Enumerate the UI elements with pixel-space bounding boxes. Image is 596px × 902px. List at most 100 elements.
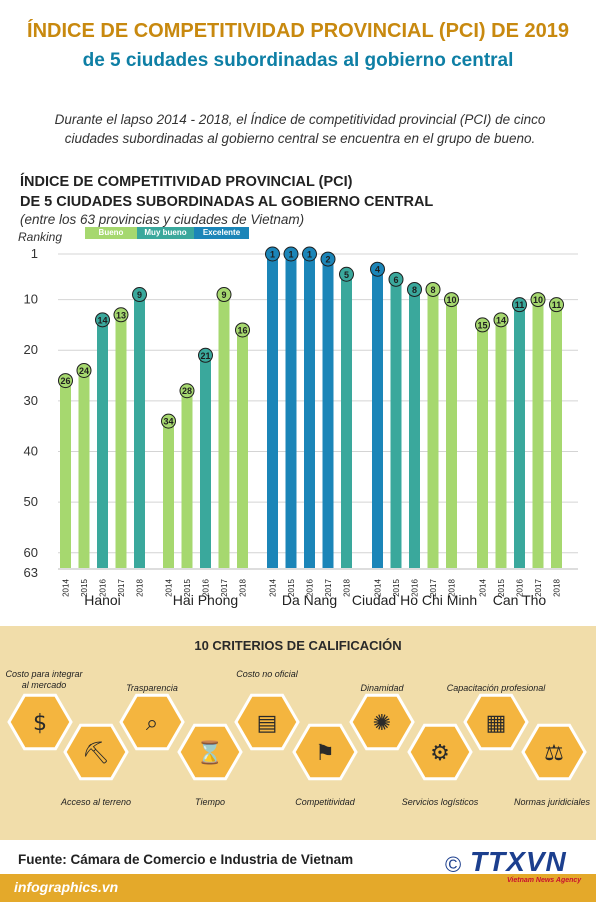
bar-value-label: 13 <box>116 310 126 320</box>
bar-value-badge <box>407 281 422 297</box>
bar <box>237 329 248 568</box>
footer-bar <box>0 874 596 902</box>
bar-value-badge <box>475 317 490 333</box>
group-label: Ciudad Ho Chi Minh <box>352 592 477 608</box>
bar-value-badge <box>113 307 129 323</box>
bar-value-badge <box>235 322 250 338</box>
x-tick-year: 2017 <box>324 579 333 597</box>
ranking-bar-chart: 1102030405060632620142420151420161320179… <box>24 246 578 608</box>
bar <box>97 319 108 568</box>
x-tick-year: 2014 <box>165 579 174 597</box>
group-label: Hanoi <box>84 592 121 608</box>
gear-hands-icon: ⚙ <box>430 741 450 766</box>
bar-value-badge <box>339 266 354 282</box>
x-tick-year: 2015 <box>287 579 296 597</box>
transparency-icon: ⌕ <box>146 711 158 736</box>
bar <box>285 254 297 568</box>
criteria-hexagon <box>119 693 185 751</box>
bar-value-badge <box>425 281 441 297</box>
criteria-label: Dinamidad <box>360 683 404 693</box>
bar-value-badge <box>388 271 404 287</box>
criteria-hexagon <box>63 723 129 781</box>
x-tick-year: 2018 <box>343 579 352 597</box>
criteria-label: Costo no oficial <box>236 669 298 679</box>
criteria-hexagon <box>407 723 473 781</box>
bar-value-label: 21 <box>200 351 210 361</box>
criteria-hexagon <box>349 693 415 751</box>
bar-value-label: 11 <box>515 300 525 310</box>
chart-title-line1: ÍNDICE DE COMPETITIVIDAD PROVINCIAL (PCI… <box>20 174 353 190</box>
y-tick-label: 10 <box>24 292 38 307</box>
bar-value-label: 6 <box>393 275 398 285</box>
bar <box>409 289 420 568</box>
bar-value-badge <box>549 297 564 313</box>
x-tick-year: 2017 <box>220 579 229 597</box>
legend-excelente: Excelente <box>194 227 249 239</box>
x-tick-year: 2015 <box>80 579 89 597</box>
bar-value-label: 9 <box>137 290 142 300</box>
bar <box>218 294 230 568</box>
legend-muy-bueno: Muy bueno <box>137 227 194 239</box>
bar-value-label: 5 <box>344 270 349 280</box>
training-icon: ▦ <box>486 711 507 736</box>
y-tick-label: 1 <box>31 246 38 261</box>
criteria-label: Servicios logísticos <box>401 797 479 807</box>
bar <box>477 324 488 568</box>
criteria-label: Acceso al terreno <box>60 797 132 807</box>
bar <box>134 294 145 568</box>
bar-value-label: 28 <box>182 386 192 396</box>
bar-value-label: 8 <box>430 285 435 295</box>
bar <box>163 421 174 568</box>
bar-value-badge <box>216 287 232 303</box>
criteria-label: Competitividad <box>295 797 355 807</box>
bar-value-label: 11 <box>552 300 562 310</box>
bar-value-label: 14 <box>496 315 506 325</box>
bar-value-badge <box>265 246 280 262</box>
x-tick-year: 2018 <box>239 579 248 597</box>
x-tick-year: 2014 <box>479 579 488 597</box>
bar-value-label: 26 <box>60 376 70 386</box>
bar <box>78 370 90 568</box>
bar <box>446 299 457 568</box>
copyright-icon: © <box>445 852 462 877</box>
bar-value-badge <box>283 246 299 262</box>
hourglass-icon: ⌛ <box>196 740 223 766</box>
bar <box>115 314 127 568</box>
bar-value-label: 10 <box>533 295 543 305</box>
intro-text: Durante el lapso 2014 - 2018, el Índice … <box>54 112 546 146</box>
bar-value-label: 8 <box>412 285 417 295</box>
bar-value-badge <box>76 362 92 378</box>
criteria-hexagon <box>7 693 73 751</box>
bar-value-badge <box>58 373 73 389</box>
footer-site: infographics.vn <box>14 879 119 895</box>
brain-icon: ✺ <box>373 711 391 736</box>
page-title: ÍNDICE DE COMPETITIVIDAD PROVINCIAL (PCI… <box>27 20 569 42</box>
y-tick-label: 30 <box>24 393 38 408</box>
ttxvn-logo-subtitle: Vietnam News Agency <box>507 877 582 884</box>
bar <box>495 319 507 568</box>
bar-value-label: 2 <box>325 255 330 265</box>
x-tick-year: 2014 <box>374 579 383 597</box>
bar-value-badge <box>320 251 336 267</box>
bar-value-badge <box>132 287 147 303</box>
y-tick-label: 60 <box>24 545 38 560</box>
bar-value-label: 24 <box>79 366 89 376</box>
chart-title-line3: (entre los 63 provincias y ciudades de V… <box>20 212 305 227</box>
ttxvn-logo: TTXVN <box>470 846 567 877</box>
bar-value-label: 1 <box>270 250 275 260</box>
y-axis-label: Ranking <box>18 230 63 244</box>
bar <box>427 289 439 568</box>
x-tick-year: 2017 <box>534 579 543 597</box>
bar-value-badge <box>302 246 317 262</box>
criteria-label: Normas juridiciales <box>513 797 591 807</box>
land-access-icon: ⛏ <box>82 741 110 766</box>
bar <box>181 390 193 568</box>
page-subtitle: de 5 ciudades subordinadas al gobierno c… <box>82 50 514 71</box>
bar <box>372 269 383 568</box>
bar <box>514 304 525 568</box>
bar <box>532 299 544 568</box>
x-tick-year: 2015 <box>497 579 506 597</box>
criteria-hexagons: $ ⛏ ⌕ ⌛ ▤ ⚑ ✺ ⚙ ▦ ⚖ <box>7 693 587 781</box>
criteria-hexagon <box>177 723 243 781</box>
x-tick-year: 2018 <box>448 579 457 597</box>
